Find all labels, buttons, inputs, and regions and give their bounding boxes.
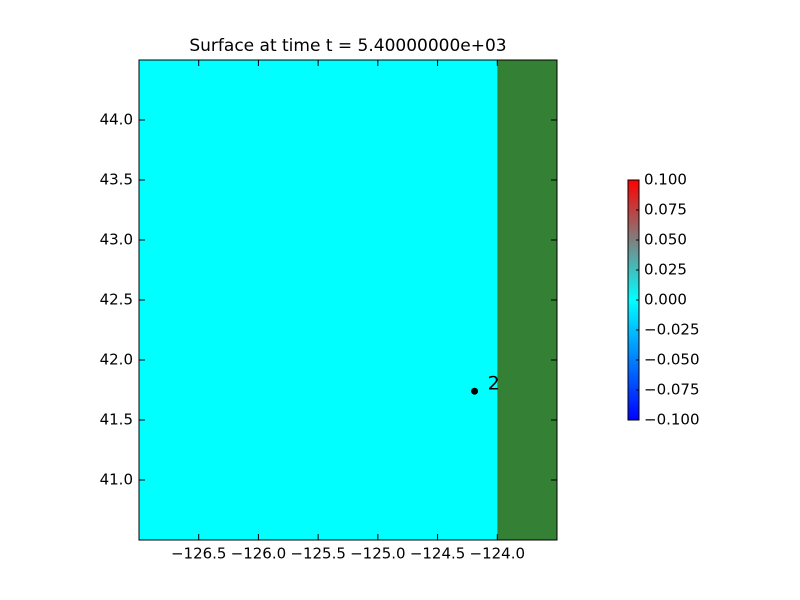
colorbar-tick-label: −0.075: [644, 381, 700, 399]
y-tick-label: 42.5: [100, 291, 133, 309]
y-tick-label: 42.0: [100, 351, 133, 369]
colorbar-tick-label: 0.100: [644, 171, 687, 189]
y-tick-label: 44.0: [100, 111, 133, 129]
y-tick-label: 41.0: [100, 471, 133, 489]
colorbar-tick-label: 0.025: [644, 261, 687, 279]
colorbar-tick-label: −0.050: [644, 351, 700, 369]
gauge-point: [471, 387, 479, 395]
x-tick-label: −125.0: [350, 545, 406, 563]
x-tick-label: −125.5: [290, 545, 346, 563]
colorbar-tick-label: 0.050: [644, 231, 687, 249]
x-tick-label: −124.5: [410, 545, 466, 563]
colorbar-tick-label: −0.025: [644, 321, 700, 339]
land: [497, 60, 557, 540]
x-tick-label: −126.5: [171, 545, 227, 563]
water-surface: [139, 60, 498, 540]
x-tick-label: −124.0: [470, 545, 526, 563]
colorbar-tick-label: −0.100: [644, 411, 700, 429]
gauge-label: 2: [488, 373, 500, 395]
y-tick-label: 41.5: [100, 411, 133, 429]
colorbar-tick-label: 0.075: [644, 201, 687, 219]
y-tick-label: 43.0: [100, 231, 133, 249]
colorbar-tick-label: 0.000: [644, 291, 687, 309]
chart-title: Surface at time t = 5.40000000e+03: [189, 36, 506, 56]
x-tick-label: −126.0: [231, 545, 287, 563]
y-tick-label: 43.5: [100, 171, 133, 189]
